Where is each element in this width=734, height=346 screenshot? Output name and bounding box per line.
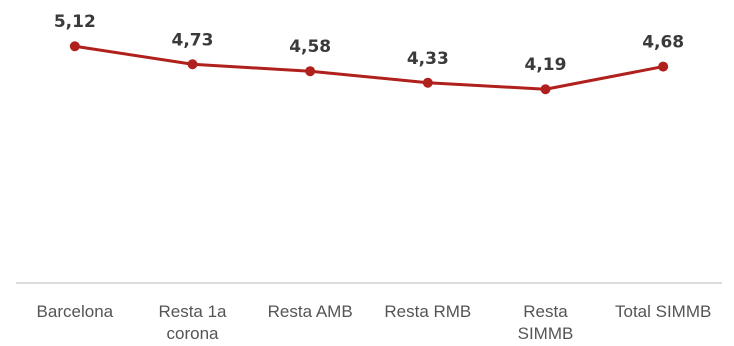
- data-label: 5,12: [54, 12, 96, 32]
- data-label: 4,68: [642, 33, 684, 53]
- x-tick-label: Barcelona: [37, 302, 114, 321]
- data-labels: 5,12 4,73 4,58 4,33 4,19 4,68: [54, 12, 684, 75]
- series-line: [74, 44, 664, 91]
- x-tick-label: Resta SIMMB: [518, 302, 574, 343]
- data-label: 4,33: [407, 49, 449, 69]
- data-point: [69, 41, 80, 52]
- data-point: [658, 61, 669, 72]
- data-point: [422, 77, 433, 88]
- data-points: [69, 41, 669, 95]
- data-point: [540, 84, 551, 95]
- x-tick-label: Resta 1a corona: [158, 302, 227, 343]
- x-tick-label: Resta RMB: [384, 302, 471, 321]
- data-label: 4,19: [525, 55, 567, 75]
- x-tick-label: Resta AMB: [268, 302, 353, 321]
- x-tick-labels: Barcelona Resta 1a corona Resta AMB Resta RM…: [37, 302, 712, 343]
- data-label: 4,73: [172, 30, 214, 50]
- data-point: [305, 66, 316, 77]
- data-label: 4,58: [289, 37, 331, 57]
- data-point: [187, 59, 198, 70]
- x-tick-label: Total SIMMB: [615, 302, 711, 321]
